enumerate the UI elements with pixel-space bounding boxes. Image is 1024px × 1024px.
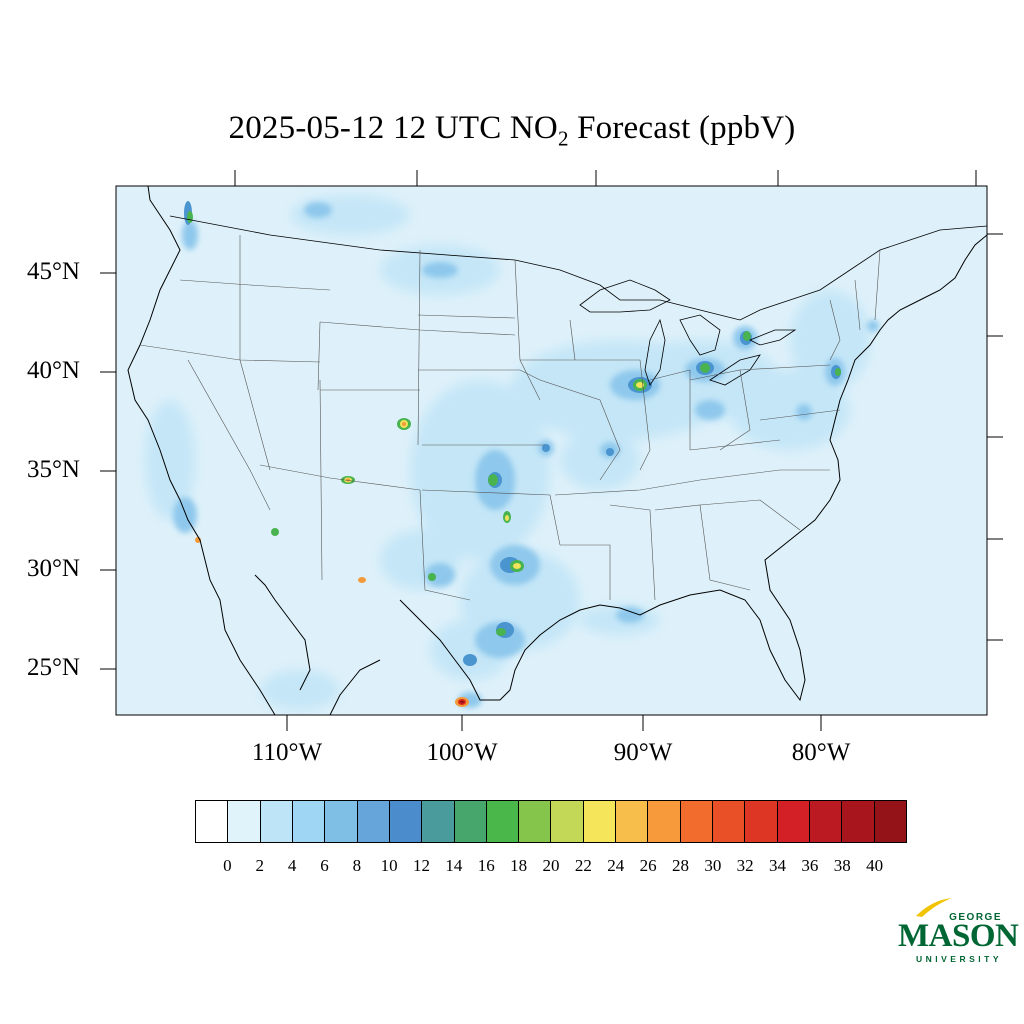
colorbar-cell [551,801,584,842]
colorbar-cell [648,801,681,842]
colorbar-cell [680,801,713,842]
coastline [127,186,987,715]
lat-label-35: 35°N [26,456,80,483]
great-lakes [579,279,797,386]
colorbar-cell [422,801,455,842]
colorbar-label: 34 [769,856,787,875]
left-ticks [100,272,116,670]
colorbar-label: 0 [223,856,232,875]
colorbar-label: 40 [866,856,884,875]
lon-label-80: 80°W [791,739,851,766]
colorbar-cell [228,801,261,842]
colorbar-cell [777,801,810,842]
colorbar-cell [745,801,778,842]
colorbar-label: 28 [671,856,689,875]
colorbar-label: 6 [320,856,329,875]
logo-main-text: MASON [898,918,1019,954]
logo-swoosh-icon [916,898,952,917]
colorbar-label: 26 [639,856,657,875]
colorbar-cell [357,801,390,842]
lat-label-25: 25°N [26,654,80,681]
colorbar-cell [874,801,906,842]
lon-label-90: 90°W [613,739,673,766]
state-borders [139,235,881,601]
colorbar-label: 4 [287,856,297,875]
colorbar-label: 10 [380,856,398,875]
right-ticks [987,233,1003,641]
colorbar-label: 8 [352,856,362,875]
chart-title: 2025-05-12 12 UTC NO2 Forecast (ppbV) [228,110,796,151]
colorbar [195,800,907,843]
colorbar-cell [292,801,326,842]
top-ticks [234,170,977,186]
lat-label-40: 40°N [26,357,80,384]
colorbar-cell [454,801,487,842]
colorbar-cell [325,801,358,842]
colorbar-label: 22 [574,856,592,875]
george-mason-logo: GEORGE MASON UNIVERSITY [898,896,1019,966]
colorbar-cell [519,801,552,842]
logo-bottom-text: UNIVERSITY [915,954,1002,964]
us-canada-border [169,215,987,321]
colorbar-cell [486,801,520,842]
colorbar-label: 38 [833,856,851,875]
colorbar-cell [616,801,649,842]
map-frame [115,185,988,716]
lat-label-30: 30°N [26,555,80,582]
colorbar-cell [260,801,293,842]
colorbar-label: 20 [542,856,560,875]
colorbar-label: 18 [510,856,528,875]
colorbar-cell [809,801,843,842]
logo-top-text: GEORGE [949,912,1002,923]
colorbar-label: 32 [736,856,754,875]
colorbar-label: 30 [704,856,722,875]
colorbar-cell [713,801,746,842]
colorbar-label: 14 [445,856,463,875]
colorbar-label: 36 [801,856,819,875]
lon-label-110: 110°W [251,739,323,766]
colorbar-label: 12 [413,856,431,875]
colorbar-cell [583,801,617,842]
bottom-ticks [286,715,822,731]
colorbar-cell [196,801,229,842]
lat-label-45: 45°N [26,258,80,285]
colorbar-label: 24 [607,856,625,875]
colorbar-label: 16 [477,856,495,875]
lon-label-100: 100°W [426,739,498,766]
colorbar-cell [389,801,423,842]
peak-hotspots [195,422,469,707]
colorbar-cell [842,801,875,842]
colorbar-labels: 0 2 4 6 8 10 12 14 16 18 20 22 24 26 28 30 32 34 36 38 40 [195,856,907,876]
colorbar-label: 2 [255,856,264,875]
